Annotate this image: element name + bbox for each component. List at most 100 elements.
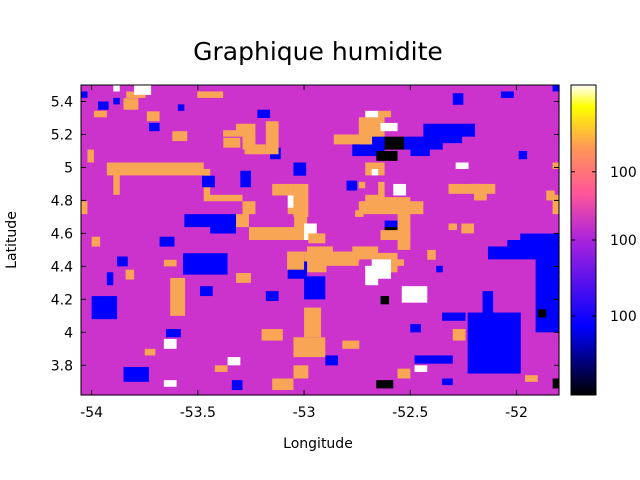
heatmap-patch	[117, 256, 128, 267]
heatmap-cell	[507, 240, 560, 248]
heatmap-cell	[287, 272, 308, 280]
heatmap-cell	[358, 117, 386, 125]
heatmap-cell	[81, 246, 308, 254]
heatmap-cell	[403, 136, 463, 144]
colorbar-tick-label: 100	[610, 233, 637, 249]
heatmap-cell	[300, 201, 360, 209]
heatmap-patch	[123, 98, 139, 110]
heatmap-patch	[304, 307, 322, 338]
heatmap-cell	[307, 214, 560, 222]
x-tick-label: -53.5	[180, 405, 216, 421]
heatmap-cell	[255, 143, 353, 151]
heatmap-cell	[391, 272, 554, 280]
heatmap-cell	[307, 227, 386, 235]
heatmap-cell	[81, 91, 89, 99]
heatmap-cell	[87, 207, 244, 215]
heatmap-patch	[442, 378, 453, 386]
heatmap-cell	[332, 246, 353, 254]
heatmap-cell	[81, 168, 108, 177]
heatmap-cell	[307, 259, 360, 267]
y-tick-label: 4.8	[51, 193, 73, 209]
plot-frame	[80, 84, 560, 396]
heatmap-cell	[468, 162, 554, 170]
heatmap-patch	[304, 251, 360, 262]
heatmap-cell	[106, 110, 366, 118]
heatmap-cell	[552, 85, 560, 93]
heatmap-patch	[427, 249, 436, 260]
y-tick-label: 5.4	[51, 94, 73, 110]
heatmap-cell	[462, 136, 560, 144]
heatmap-patch	[442, 312, 466, 321]
y-tick-label: 4.4	[51, 259, 73, 275]
heatmap-cell	[87, 91, 127, 99]
heatmap-cell	[255, 130, 360, 138]
heatmap-cell	[307, 220, 386, 228]
heatmap-cell	[106, 168, 211, 177]
heatmap-cell	[384, 220, 399, 228]
y-axis-label: Latitude	[4, 211, 20, 269]
heatmap-patch	[537, 309, 547, 318]
heatmap-patch	[546, 190, 555, 201]
heatmap-cell	[403, 143, 444, 151]
heatmap-cell	[552, 162, 560, 170]
heatmap-cell	[307, 233, 386, 241]
heatmap-patch	[525, 375, 538, 382]
heatmap-patch	[376, 150, 398, 161]
heatmap-cell	[81, 278, 108, 286]
heatmap-cell	[384, 168, 560, 177]
heatmap-cell	[378, 110, 392, 118]
y-axis: 3.8 4 4.2 4.4 4.6 4.8 5 5.2 5.4	[51, 94, 559, 374]
heatmap-patch	[293, 183, 309, 217]
heatmap-patch	[134, 85, 152, 95]
heatmap-cell	[81, 298, 560, 306]
heatmap-cell	[365, 272, 392, 280]
heatmap-cell	[236, 227, 250, 235]
heatmap-cell	[358, 259, 373, 267]
heatmap-patch	[410, 324, 421, 333]
heatmap-cell	[93, 110, 108, 118]
heatmap-cell	[184, 220, 237, 228]
heatmap-cell	[384, 194, 554, 202]
heatmap-patch	[355, 210, 364, 217]
heatmap-cell	[384, 117, 560, 125]
heatmap-patch	[448, 223, 458, 231]
heatmap-cell	[365, 181, 379, 189]
heatmap-patch	[359, 121, 373, 145]
heatmap-patch	[518, 150, 528, 160]
heatmap-patch	[144, 348, 156, 356]
heatmap-cell	[255, 207, 289, 215]
heatmap-cell	[436, 265, 444, 273]
heatmap-patch	[272, 378, 294, 391]
heatmap-cell	[223, 130, 257, 138]
heatmap-cell	[307, 265, 328, 273]
heatmap-cell	[365, 265, 392, 273]
heatmap-cell	[81, 149, 89, 157]
heatmap-patch	[223, 137, 241, 148]
heatmap-cell	[119, 188, 205, 196]
heatmap-patch	[170, 277, 186, 316]
heatmap-cell	[352, 246, 379, 254]
heatmap-cell	[119, 85, 554, 93]
heatmap-cell	[81, 388, 560, 396]
heatmap-cell	[410, 149, 431, 157]
heatmap-cell	[81, 143, 244, 151]
heatmap-cell	[93, 149, 353, 157]
heatmap-patch	[397, 200, 411, 250]
heatmap-cell	[391, 265, 399, 273]
heatmap-cell	[119, 97, 560, 105]
heatmap-cell	[177, 104, 185, 112]
heatmap-cell	[378, 278, 554, 286]
heatmap-cell	[113, 272, 289, 280]
chart-title: Graphique humidite	[193, 37, 443, 66]
heatmap-cell	[242, 201, 257, 209]
heatmap-cell	[81, 97, 114, 105]
heatmap-patch	[552, 378, 559, 389]
heatmap-cell	[384, 143, 405, 151]
heatmap-cell	[81, 110, 95, 118]
x-tick-label: -52	[505, 405, 528, 421]
heatmap-cell	[81, 156, 89, 164]
heatmap-patch	[231, 380, 243, 391]
heatmap-cells	[81, 85, 560, 396]
heatmap-patch	[98, 101, 109, 110]
heatmap-cell	[397, 233, 521, 241]
